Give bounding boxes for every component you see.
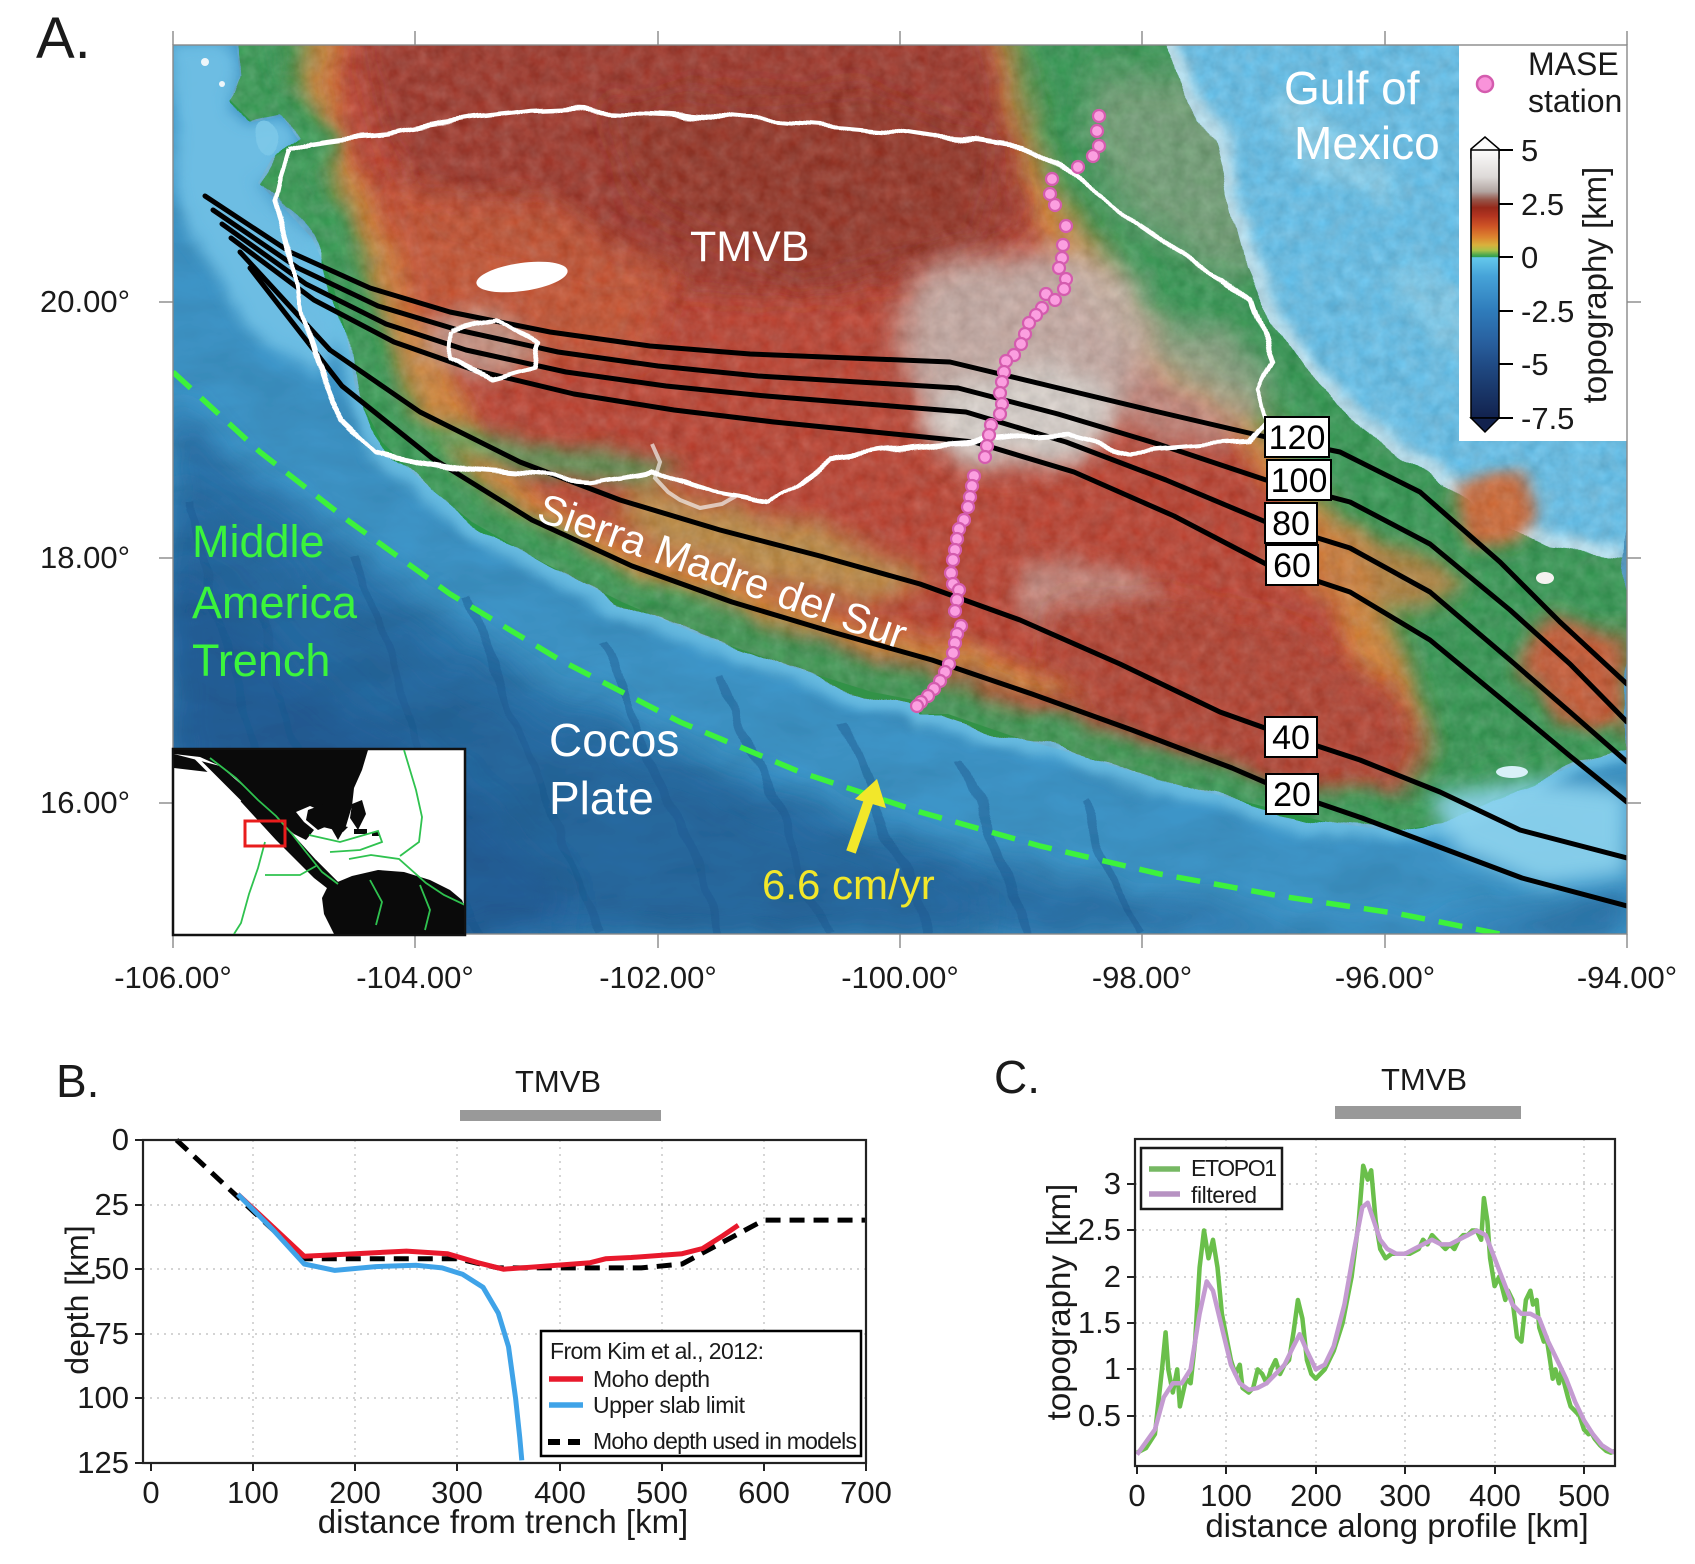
svg-text:Moho depth used in models: Moho depth used in models <box>593 1428 857 1454</box>
svg-text:filtered: filtered <box>1191 1182 1257 1208</box>
svg-text:Trench: Trench <box>192 635 330 686</box>
svg-text:-2.5: -2.5 <box>1521 294 1574 329</box>
svg-text:100: 100 <box>227 1475 279 1510</box>
svg-text:From Kim et al., 2012:: From Kim et al., 2012: <box>550 1338 764 1364</box>
svg-text:20: 20 <box>1273 776 1311 814</box>
svg-text:60: 60 <box>1273 547 1311 585</box>
svg-text:0: 0 <box>112 1122 129 1157</box>
svg-text:300: 300 <box>1379 1478 1431 1513</box>
svg-text:75: 75 <box>95 1316 129 1351</box>
svg-text:Plate: Plate <box>549 772 654 824</box>
svg-text:700: 700 <box>840 1475 892 1510</box>
svg-text:5: 5 <box>1521 133 1538 168</box>
svg-text:0: 0 <box>1128 1478 1145 1513</box>
svg-text:depth [km]: depth [km] <box>59 1225 95 1374</box>
svg-text:200: 200 <box>329 1475 381 1510</box>
svg-text:Upper slab limit: Upper slab limit <box>593 1392 746 1418</box>
svg-text:-94.00°: -94.00° <box>1577 960 1677 995</box>
svg-text:500: 500 <box>1558 1478 1610 1513</box>
svg-text:TMVB: TMVB <box>515 1064 601 1099</box>
svg-text:America: America <box>192 577 358 628</box>
svg-text:C.: C. <box>994 1051 1040 1103</box>
svg-text:Moho depth: Moho depth <box>593 1366 710 1392</box>
svg-text:120: 120 <box>1269 419 1326 457</box>
svg-text:1: 1 <box>1104 1351 1121 1386</box>
svg-text:20.00°: 20.00° <box>40 284 130 319</box>
svg-text:-7.5: -7.5 <box>1521 401 1574 436</box>
svg-text:6.6 cm/yr: 6.6 cm/yr <box>762 861 935 908</box>
svg-text:-5: -5 <box>1521 347 1549 382</box>
svg-text:18.00°: 18.00° <box>40 540 130 575</box>
svg-text:Mexico: Mexico <box>1294 117 1440 169</box>
svg-text:500: 500 <box>636 1475 688 1510</box>
svg-text:-96.00°: -96.00° <box>1335 960 1435 995</box>
svg-text:B.: B. <box>56 1055 99 1107</box>
svg-text:50: 50 <box>95 1251 129 1286</box>
svg-text:100: 100 <box>1200 1478 1252 1513</box>
svg-text:A.: A. <box>36 6 91 71</box>
svg-text:40: 40 <box>1272 719 1310 757</box>
svg-text:-100.00°: -100.00° <box>841 960 959 995</box>
svg-text:Middle: Middle <box>192 516 325 567</box>
svg-text:100: 100 <box>1271 462 1328 500</box>
svg-text:125: 125 <box>77 1445 129 1480</box>
svg-text:MASE: MASE <box>1528 46 1619 82</box>
svg-text:80: 80 <box>1272 505 1310 543</box>
svg-text:0: 0 <box>142 1475 159 1510</box>
svg-text:400: 400 <box>534 1475 586 1510</box>
svg-text:0: 0 <box>1521 240 1538 275</box>
svg-text:Gulf of: Gulf of <box>1284 62 1420 114</box>
svg-text:16.00°: 16.00° <box>40 785 130 820</box>
svg-text:TMVB: TMVB <box>690 223 809 271</box>
svg-text:100: 100 <box>77 1380 129 1415</box>
svg-text:distance along profile [km]: distance along profile [km] <box>1205 1507 1588 1544</box>
svg-text:3: 3 <box>1104 1166 1121 1201</box>
svg-text:-102.00°: -102.00° <box>599 960 717 995</box>
svg-text:ETOPO1: ETOPO1 <box>1191 1155 1277 1181</box>
svg-text:2.5: 2.5 <box>1521 187 1564 222</box>
svg-text:0.5: 0.5 <box>1078 1398 1121 1433</box>
svg-text:400: 400 <box>1469 1478 1521 1513</box>
svg-text:600: 600 <box>738 1475 790 1510</box>
svg-text:-104.00°: -104.00° <box>356 960 474 995</box>
svg-text:300: 300 <box>431 1475 483 1510</box>
svg-text:25: 25 <box>95 1187 129 1222</box>
svg-text:1.5: 1.5 <box>1078 1305 1121 1340</box>
svg-text:2.5: 2.5 <box>1078 1212 1121 1247</box>
svg-text:topography [km]: topography [km] <box>1576 167 1613 404</box>
svg-text:-98.00°: -98.00° <box>1092 960 1192 995</box>
svg-text:2: 2 <box>1104 1259 1121 1294</box>
svg-text:topography [km]: topography [km] <box>1040 1184 1077 1421</box>
svg-text:distance from trench [km]: distance from trench [km] <box>318 1503 688 1540</box>
svg-text:TMVB: TMVB <box>1381 1062 1467 1097</box>
svg-text:Cocos: Cocos <box>549 714 679 766</box>
svg-text:-106.00°: -106.00° <box>114 960 232 995</box>
svg-text:200: 200 <box>1290 1478 1342 1513</box>
svg-text:station: station <box>1528 83 1622 119</box>
